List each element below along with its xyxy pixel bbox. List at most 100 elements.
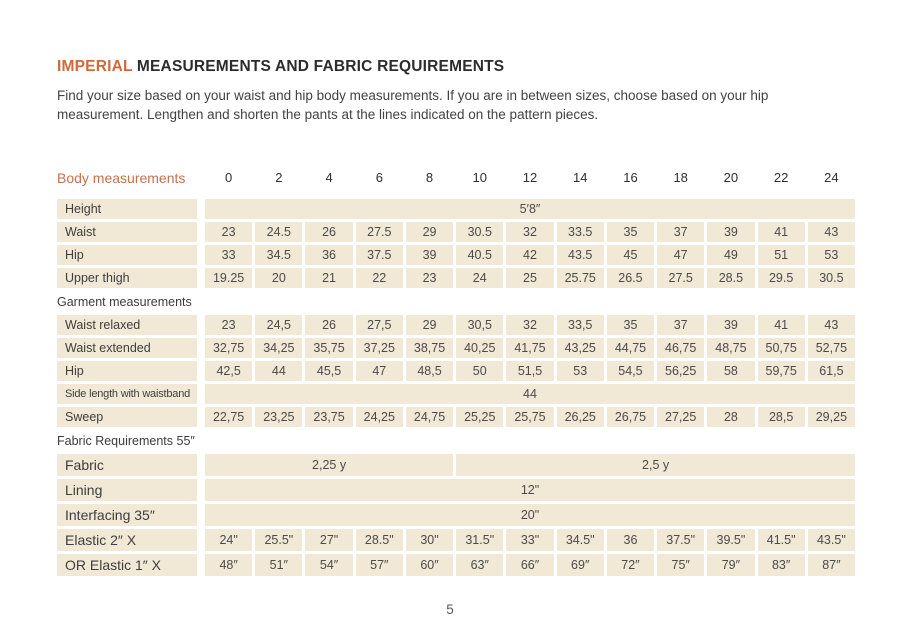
- table-cell: 39: [707, 315, 755, 335]
- table-cell: 37: [657, 315, 705, 335]
- table-cell: 41,75: [506, 338, 554, 358]
- row-cells: 12": [205, 479, 855, 501]
- table-row: OR Elastic 1″ X 48″ 51″ 54″ 57″ 60″ 63″ 66″ 69″ 7…: [57, 554, 855, 576]
- table-row: Side length with waistband 44: [57, 384, 855, 404]
- table-cell: 54″: [305, 554, 353, 576]
- table-cell: 24.5: [255, 222, 303, 242]
- row-label: Sweep: [57, 407, 197, 427]
- table-cell: 40.5: [456, 245, 504, 265]
- table-cell: 79″: [707, 554, 755, 576]
- table-cell: 24": [205, 529, 253, 551]
- row-label: Fabric: [57, 454, 197, 476]
- row-cells: 0 2 4 6 8 10 12 14 16 18 20 22 24: [205, 166, 855, 190]
- table-cell: 26: [305, 222, 353, 242]
- table-cell: 27.5: [657, 268, 705, 288]
- table-cell: 37,25: [355, 338, 403, 358]
- table-row: Waist extended 32,75 34,25 35,75 37,25 38,75 4…: [57, 338, 855, 358]
- table-cell: 56,25: [657, 361, 705, 381]
- table-cell: 2,25 y: [205, 454, 454, 476]
- page-title: IMPERIAL MEASUREMENTS AND FABRIC REQUIRE…: [57, 58, 855, 76]
- table-cell: 24: [824, 170, 839, 185]
- table-cell: 51: [757, 245, 805, 265]
- table-cell: 27,25: [657, 407, 705, 427]
- table-cell: 50,75: [757, 338, 805, 358]
- table-cell: 49: [707, 245, 755, 265]
- table-cell: 28,5: [757, 407, 805, 427]
- table-cell: 22,75: [205, 407, 253, 427]
- table-cell: 36: [305, 245, 353, 265]
- table-cell: 5′8″: [205, 199, 855, 219]
- page-number: 5: [446, 602, 454, 617]
- table-cell: 46,75: [657, 338, 705, 358]
- table-cell: 35,75: [305, 338, 353, 358]
- title-highlight: IMPERIAL: [57, 58, 133, 75]
- row-cells: 20": [205, 504, 855, 526]
- row-cells: 42,5 44 45,5 47 48,5 50 51,5 53 54,5 56,25 58 59,75…: [205, 361, 855, 381]
- table-cell: 37: [657, 222, 705, 242]
- table-cell: 29: [405, 222, 454, 242]
- table-cell: 23: [205, 315, 253, 335]
- table-cell: 45: [606, 245, 655, 265]
- table-row: Lining 12": [57, 479, 855, 501]
- table-cell: 44: [205, 384, 855, 404]
- table-cell: 33: [205, 245, 253, 265]
- table-cell: 27": [305, 529, 353, 551]
- table-cell: 48,5: [405, 361, 454, 381]
- table-row: Fabric 2,25 y 2,5 y: [57, 454, 855, 476]
- row-cells: 23 24.5 26 27.5 29 30.5 32 33.5 35 37 39 41 43: [205, 222, 855, 242]
- row-cells: 48″ 51″ 54″ 57″ 60″ 63″ 66″ 69″ 72″ 75″ 79″ 83″ 87″: [205, 554, 855, 576]
- table-section-row: Garment measurements: [57, 291, 855, 312]
- table-cell: 87″: [807, 554, 855, 576]
- table-cell: 34.5: [255, 245, 303, 265]
- table-cell: 47: [355, 361, 403, 381]
- table-cell: 30": [405, 529, 454, 551]
- table-cell: 20": [205, 504, 855, 526]
- table-row: Waist 23 24.5 26 27.5 29 30.5 32 33.5 35 37 39 41 43: [57, 222, 855, 242]
- row-label: Body measurements: [57, 170, 186, 186]
- table-row: Height 5′8″: [57, 199, 855, 219]
- table-cell: 43,25: [556, 338, 604, 358]
- table-cell: 41: [757, 315, 805, 335]
- size-table: Body measurements 0 2 4 6 8 10 12 14 16 18 20 22 24 He…: [57, 166, 855, 576]
- table-cell: 23,25: [255, 407, 303, 427]
- table-cell: 25.5": [255, 529, 303, 551]
- table-cell: 34.5": [556, 529, 604, 551]
- table-cell: 42: [506, 245, 554, 265]
- table-cell: 58: [707, 361, 755, 381]
- table-cell: 30.5: [456, 222, 504, 242]
- table-cell: 20: [255, 268, 303, 288]
- table-row: Upper thigh 19.25 20 21 22 23 24 25 25.75 26.5 27.…: [57, 268, 855, 288]
- row-label: Garment measurements: [57, 294, 192, 309]
- table-cell: 83″: [757, 554, 805, 576]
- table-cell: 50: [456, 361, 504, 381]
- table-cell: 27.5: [355, 222, 403, 242]
- row-cells: 2,25 y 2,5 y: [205, 454, 855, 476]
- table-cell: 10: [472, 170, 487, 185]
- row-label: Side length with waistband: [57, 384, 197, 404]
- table-cell: 4: [325, 170, 333, 185]
- table-cell: 43.5": [807, 529, 855, 551]
- table-cell: 29: [405, 315, 454, 335]
- table-cell: 8: [425, 170, 434, 185]
- table-cell: 39: [405, 245, 454, 265]
- table-row: Hip 42,5 44 45,5 47 48,5 50 51,5 53 54,5 56,25 58 59…: [57, 361, 855, 381]
- row-label: Upper thigh: [57, 268, 197, 288]
- table-row: Waist relaxed 23 24,5 26 27,5 29 30,5 32 33,5 35 3…: [57, 315, 855, 335]
- row-label: Hip: [57, 245, 197, 265]
- table-cell: 54,5: [606, 361, 655, 381]
- row-cells: 32,75 34,25 35,75 37,25 38,75 40,25 41,75 43,25…: [205, 338, 855, 358]
- table-cell: 2,5 y: [456, 454, 855, 476]
- table-cell: 59,75: [757, 361, 805, 381]
- table-cell: 35: [606, 315, 655, 335]
- table-cell: 33": [506, 529, 554, 551]
- table-cell: 43.5: [556, 245, 604, 265]
- table-row: Interfacing 35″ 20": [57, 504, 855, 526]
- table-cell: 30.5: [807, 268, 855, 288]
- table-cell: 29,25: [807, 407, 855, 427]
- table-cell: 51,5: [506, 361, 554, 381]
- table-header-row: Body measurements 0 2 4 6 8 10 12 14 16 18 20 22 24: [57, 166, 855, 190]
- table-cell: 26,25: [556, 407, 604, 427]
- table-cell: 12": [205, 479, 855, 501]
- table-cell: 63″: [456, 554, 504, 576]
